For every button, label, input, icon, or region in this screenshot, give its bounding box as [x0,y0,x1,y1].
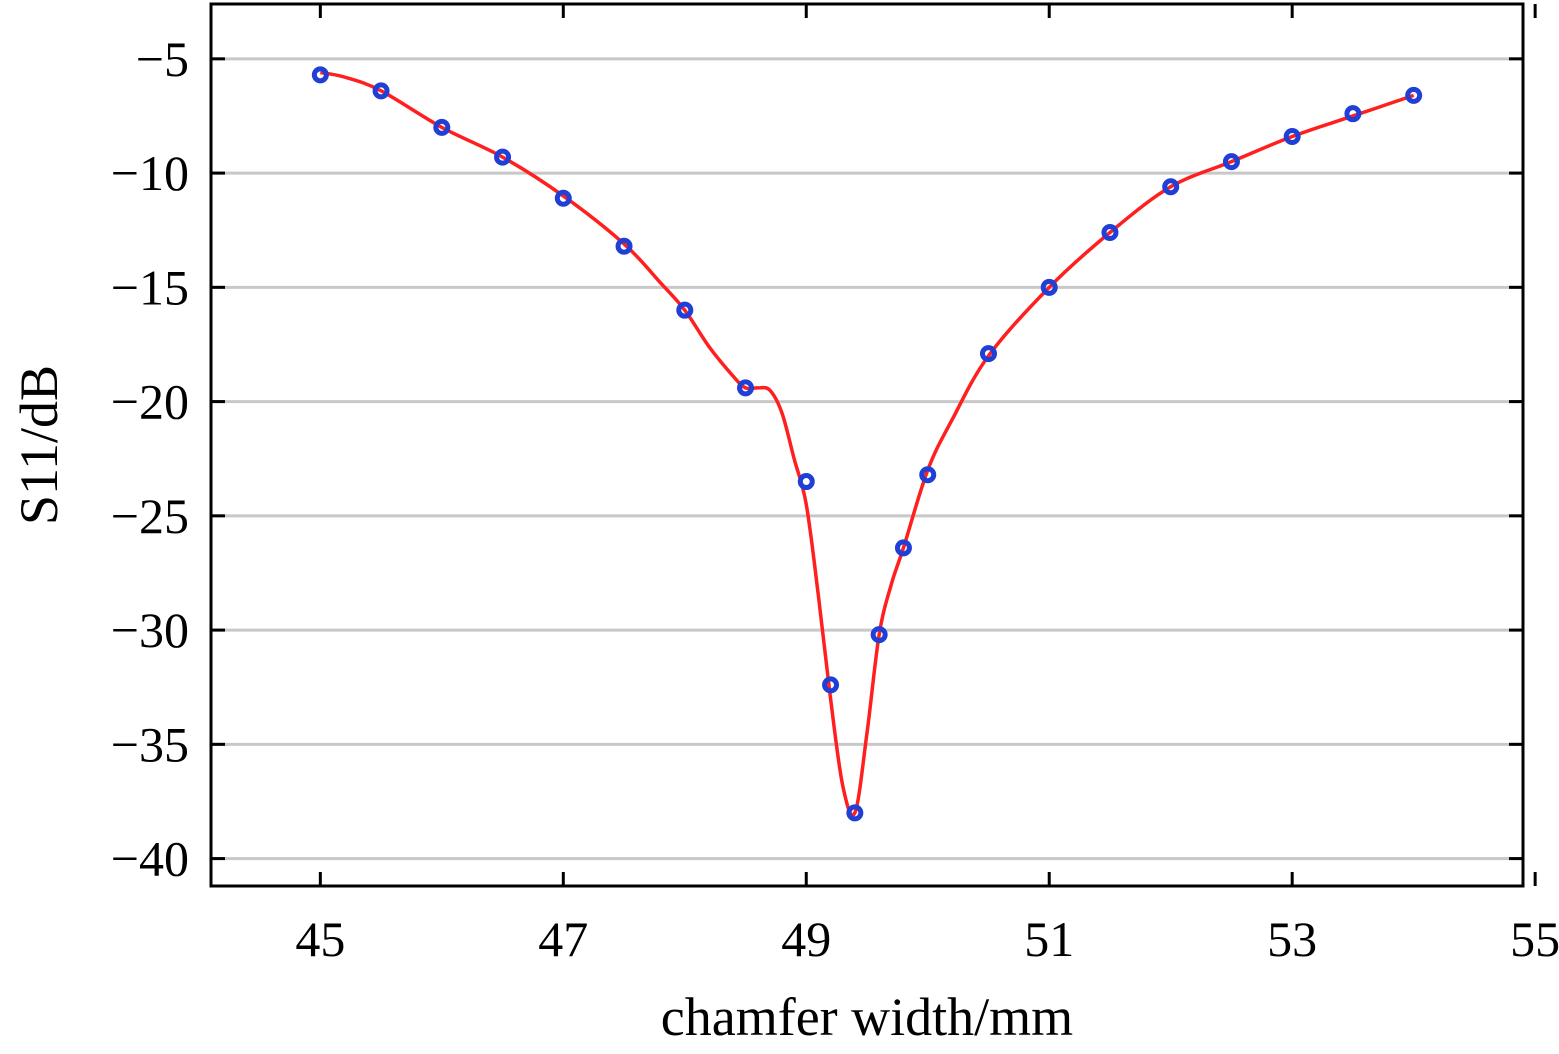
fit-curve-layer [320,70,1415,817]
grid-lines [211,57,1523,861]
y-tick-label: −40 [111,831,189,887]
x-tick-label: 51 [1024,911,1074,967]
data-point [894,539,912,557]
data-point [979,345,997,363]
y-tick-label: −25 [111,488,189,544]
data-point [1101,223,1119,241]
y-tick-label: −30 [111,602,189,658]
data-point [372,82,390,100]
x-tick-label: 45 [295,911,345,967]
data-point [846,804,864,822]
data-point [919,466,937,484]
data-point [433,118,451,136]
x-tick-label: 55 [1510,911,1559,967]
x-axis-title: chamfer width/mm [661,987,1073,1047]
y-tick-label: −20 [111,374,189,430]
x-tick-label: 53 [1267,911,1317,967]
x-tick-labels: 45 47 49 51 53 55 [295,911,1559,967]
data-point [554,189,572,207]
y-tick-label: −15 [111,259,189,315]
plot-frame [209,2,1525,888]
data-point [1405,86,1423,104]
data-markers [311,66,1423,822]
data-point [494,148,512,166]
y-tick-label: −5 [136,31,189,87]
data-point [615,237,633,255]
data-point [1283,128,1301,146]
data-point [1162,178,1180,196]
data-point [311,66,329,84]
y-tick-label: −10 [111,145,189,201]
axis-ticks [211,4,1537,886]
y-axis-title: S11/dB [9,365,69,525]
data-point [737,379,755,397]
data-point [1222,153,1240,171]
data-point [870,626,888,644]
x-tick-label: 49 [781,911,831,967]
fit-curve [320,70,1415,817]
x-tick-label: 47 [538,911,588,967]
data-point [1344,105,1362,123]
data-point [676,301,694,319]
y-tick-label: −35 [111,716,189,772]
data-point [797,473,815,491]
y-tick-labels: −5 −10 −15 −20 −25 −30 −35 −40 [111,31,189,887]
data-point [822,676,840,694]
data-point [1040,278,1058,296]
